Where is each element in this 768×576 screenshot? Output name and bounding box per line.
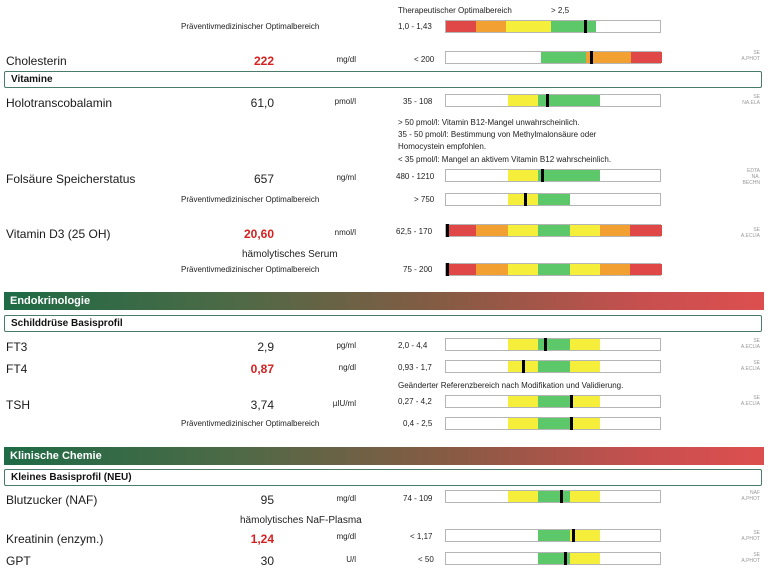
- test-name: FT4: [6, 362, 28, 376]
- test-unit: pg/ml: [336, 341, 356, 350]
- test-value: 20,60: [243, 227, 274, 241]
- prev-ref: 75 - 200: [403, 265, 433, 274]
- range-bar: [445, 395, 661, 408]
- test-value: 2,9: [257, 340, 274, 354]
- test-name: Kreatinin (enzym.): [6, 532, 104, 546]
- prev-label: Präventivmedizinischer Optimalbereich: [181, 265, 320, 274]
- prev-label: Präventivmedizinischer Optimalbereich: [181, 22, 320, 31]
- test-unit: µIU/ml: [332, 399, 356, 408]
- test-value: 0,87: [250, 362, 274, 376]
- test-name: Blutzucker (NAF): [6, 493, 98, 507]
- test-unit: mg/dl: [336, 55, 356, 64]
- ref-range: 35 - 108: [403, 97, 433, 106]
- method-code: SE A.ECLIA: [740, 395, 760, 407]
- ref-range: < 1,17: [410, 532, 433, 541]
- test-unit: U/l: [346, 555, 356, 564]
- test-value: 3,74: [250, 398, 274, 412]
- group-header: Vitamine: [4, 71, 762, 88]
- test-name: Cholesterin: [6, 54, 67, 68]
- range-bar: [445, 94, 661, 107]
- therapy-ref: > 2,5: [551, 6, 570, 15]
- ref-range: < 50: [418, 555, 434, 564]
- sample-note: hämolytisches NaF-Plasma: [240, 515, 362, 526]
- test-name: Holotranscobalamin: [6, 96, 113, 110]
- prev-label: Präventivmedizinischer Optimalbereich: [181, 419, 320, 428]
- range-bar: [445, 193, 661, 206]
- section-band: Endokrinologie: [4, 292, 764, 310]
- test-name: GPT: [6, 554, 31, 568]
- prev-ref: > 750: [414, 195, 435, 204]
- ref-range: 2,0 - 4,4: [398, 341, 428, 350]
- range-bar: [445, 490, 661, 503]
- method-code: SE A.ECLIA: [740, 360, 760, 372]
- method-code: SE A.PHOT: [741, 530, 760, 542]
- test-value: 1,24: [250, 532, 274, 546]
- note-line: Homocystein empfohlen.: [398, 142, 487, 151]
- range-bar: [445, 338, 661, 351]
- test-value: 657: [253, 172, 274, 186]
- method-code: SE A.ECLIA: [740, 338, 760, 350]
- method-code: EDTA NA. BECHN: [742, 168, 760, 186]
- note-line: Geänderter Referenzbereich nach Modifika…: [398, 381, 624, 390]
- test-unit: ng/ml: [336, 173, 356, 182]
- test-unit: nmol/l: [334, 228, 356, 237]
- test-value: 61,0: [250, 96, 274, 110]
- range-bar: [445, 417, 661, 430]
- method-code: SE A.PHOT: [741, 50, 760, 62]
- note-line: > 50 pmol/l: Vitamin B12-Mangel unwahrsc…: [398, 118, 580, 127]
- range-bar: [445, 20, 661, 33]
- test-name: TSH: [6, 398, 30, 412]
- method-code: SE NA.ELA: [742, 94, 760, 106]
- therapy-label: Therapeutischer Optimalbereich: [398, 6, 512, 15]
- ref-range: 480 - 1210: [396, 172, 435, 181]
- range-bar: [445, 360, 661, 373]
- test-name: FT3: [6, 340, 28, 354]
- note-line: < 35 pmol/l: Mangel an aktivem Vitamin B…: [398, 155, 612, 164]
- range-bar: [445, 169, 661, 182]
- section-band: Klinische Chemie: [4, 447, 764, 465]
- test-value: 222: [253, 54, 274, 68]
- method-code: SE A.ECLIA: [740, 227, 760, 239]
- test-unit: pmol/l: [334, 97, 356, 106]
- method-code: NAF A.PHOT: [741, 490, 760, 502]
- range-bar: [445, 263, 662, 276]
- ref-range: < 200: [414, 55, 435, 64]
- ref-range: 0,93 - 1,7: [398, 363, 432, 372]
- test-unit: mg/dl: [336, 494, 356, 503]
- prev-label: Präventivmedizinischer Optimalbereich: [181, 195, 320, 204]
- group-header: Schilddrüse Basisprofil: [4, 315, 762, 332]
- range-bar: [445, 51, 662, 64]
- group-header: Kleines Basisprofil (NEU): [4, 469, 762, 486]
- test-value: 30: [260, 554, 274, 568]
- prev-ref: 0,4 - 2,5: [403, 419, 433, 428]
- test-unit: mg/dl: [336, 532, 356, 541]
- method-code: SE A.PHOT: [741, 552, 760, 564]
- sample-note: hämolytisches Serum: [242, 249, 338, 260]
- test-unit: ng/dl: [338, 363, 356, 372]
- prev-ref: 1,0 - 1,43: [398, 22, 432, 31]
- note-line: 35 - 50 pmol/l: Bestimmung von Methylmal…: [398, 130, 597, 139]
- range-bar: [445, 552, 661, 565]
- ref-range: 0,27 - 4,2: [398, 397, 432, 406]
- test-name: Vitamin D3 (25 OH): [6, 227, 111, 241]
- range-bar: [445, 224, 662, 237]
- ref-range: 62,5 - 170: [396, 227, 433, 236]
- ref-range: 74 - 109: [403, 494, 433, 503]
- test-name: Folsäure Speicherstatus: [6, 172, 136, 186]
- test-value: 95: [260, 493, 274, 507]
- range-bar: [445, 529, 661, 542]
